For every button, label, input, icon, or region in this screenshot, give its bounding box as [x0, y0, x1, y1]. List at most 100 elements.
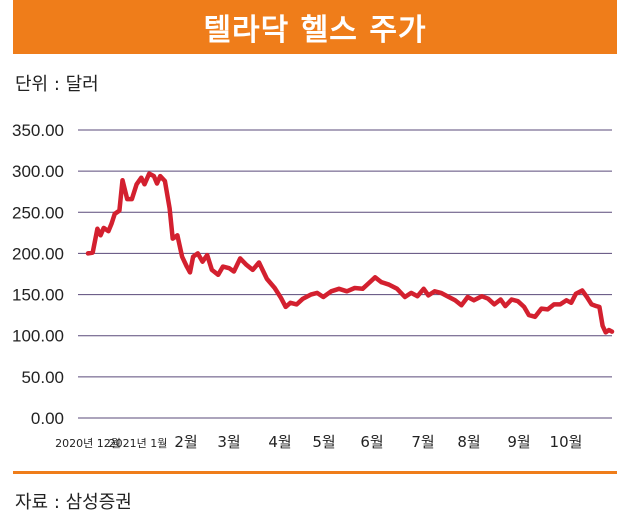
data-point: [601, 325, 604, 327]
data-point: [608, 329, 610, 331]
data-point: [91, 251, 94, 254]
data-point: [201, 260, 204, 263]
data-point: [380, 281, 383, 284]
data-point: [233, 270, 235, 273]
x-tick-label: 6월: [360, 433, 383, 451]
x-tick-label: 10월: [550, 433, 583, 451]
data-point: [102, 227, 105, 229]
data-point: [266, 278, 268, 280]
data-point: [96, 227, 99, 230]
data-point: [284, 306, 287, 308]
x-tick-label: 7월: [411, 433, 434, 451]
x-tick-label: 9월: [507, 433, 530, 451]
data-point: [131, 198, 133, 200]
y-tick-label: 0.00: [31, 409, 64, 428]
data-point: [140, 176, 143, 179]
data-point: [590, 303, 593, 306]
y-axis-ticks: 0.00 50.00 100.00 150.00 200.00 250.00 300.00 3…: [12, 121, 64, 428]
data-point: [87, 252, 89, 255]
x-tick-label: 2월: [174, 433, 197, 451]
data-point: [481, 295, 483, 298]
data-point: [570, 302, 572, 304]
x-tick-label: 8월: [457, 433, 480, 451]
data-point: [239, 257, 241, 260]
data-point: [565, 299, 568, 302]
data-point: [473, 299, 475, 302]
data-point: [171, 237, 174, 240]
data-point: [416, 295, 419, 298]
data-point: [396, 288, 398, 290]
data-point: [517, 300, 519, 303]
data-point: [595, 305, 598, 307]
data-point: [197, 252, 199, 255]
data-point: [374, 276, 376, 279]
data-point: [258, 261, 260, 264]
data-point: [440, 292, 442, 294]
data-point: [211, 269, 213, 271]
bottom-rule: [13, 471, 617, 474]
data-point: [460, 304, 463, 307]
data-point: [581, 289, 583, 292]
x-tick-label: 3월: [217, 433, 240, 451]
data-point: [368, 282, 370, 284]
data-point: [121, 179, 124, 181]
data-point: [110, 223, 113, 225]
data-point: [427, 294, 430, 297]
data-point: [361, 288, 364, 290]
data-point: [222, 265, 224, 268]
data-point: [156, 182, 158, 185]
data-point: [499, 298, 502, 301]
data-point: [113, 213, 116, 215]
data-point: [604, 331, 607, 334]
data-point: [217, 274, 219, 276]
data-point: [611, 330, 613, 333]
unit-label: 단위 : 달러: [15, 74, 99, 95]
data-point: [107, 230, 110, 232]
data-point: [289, 302, 292, 304]
grid-lines: [78, 129, 612, 419]
data-point: [338, 288, 340, 290]
source-label: 자료 : 삼성증권: [15, 492, 132, 513]
data-point: [135, 183, 138, 186]
x-tick-label: 2021년 1월: [109, 437, 168, 450]
data-point: [330, 290, 333, 293]
data-point: [251, 269, 254, 271]
data-point: [540, 307, 543, 310]
data-point: [422, 288, 425, 290]
data-point: [168, 207, 171, 209]
y-tick-label: 300.00: [12, 162, 64, 181]
series-layer: [85, 171, 615, 335]
data-point: [189, 271, 191, 274]
y-tick-label: 200.00: [12, 244, 64, 263]
line-chart: 0.00 50.00 100.00 150.00 200.00 250.00 300.00 3…: [12, 121, 615, 451]
data-point: [433, 290, 436, 293]
data-point: [598, 306, 601, 308]
x-tick-label: 2020년 12월: [55, 437, 121, 450]
title-bar: 텔라닥 헬스 주가: [13, 0, 617, 54]
data-point: [159, 175, 161, 177]
data-point: [245, 264, 248, 266]
data-point: [280, 297, 282, 299]
data-point: [466, 296, 469, 298]
data-point: [493, 303, 496, 306]
chart-title: 텔라닥 헬스 주가: [203, 13, 427, 48]
data-point: [181, 255, 183, 258]
data-point: [310, 293, 312, 296]
data-point: [586, 296, 588, 298]
data-point: [153, 175, 155, 177]
data-point: [404, 296, 406, 298]
data-point: [118, 209, 121, 212]
data-point: [523, 306, 525, 308]
data-point: [316, 292, 318, 294]
data-point: [410, 292, 413, 294]
data-point: [510, 298, 513, 301]
data-point: [487, 297, 489, 300]
data-point: [534, 316, 536, 318]
data-point: [553, 303, 555, 306]
y-tick-label: 50.00: [21, 368, 64, 387]
y-tick-label: 100.00: [12, 327, 64, 346]
data-point: [454, 299, 456, 302]
data-point: [176, 234, 179, 237]
data-point: [546, 308, 549, 311]
